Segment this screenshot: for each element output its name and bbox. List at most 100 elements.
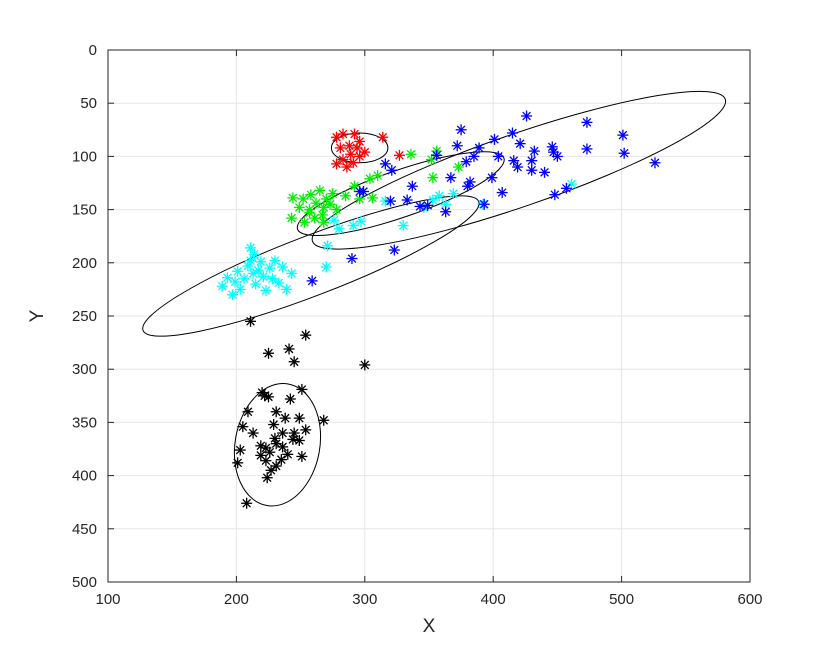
cluster-ellipse <box>233 383 322 507</box>
data-point <box>341 161 353 173</box>
data-point <box>270 460 282 472</box>
data-point <box>227 289 239 301</box>
data-point <box>337 128 349 140</box>
data-point <box>514 138 526 150</box>
data-point <box>492 150 504 162</box>
data-point <box>234 444 246 456</box>
data-point <box>245 315 257 327</box>
data-point <box>252 264 264 276</box>
data-point <box>293 412 305 424</box>
data-point <box>343 140 355 152</box>
data-point <box>508 155 520 167</box>
data-point <box>221 272 233 284</box>
y-tick-label: 350 <box>72 414 97 431</box>
data-point <box>427 194 439 206</box>
axis-ticks: 100 200 300 400 500 600 0 50 100 150 200 250 300 350 4… <box>72 42 763 608</box>
x-axis-label: X <box>423 616 436 637</box>
data-point <box>549 189 561 201</box>
data-point <box>284 393 296 405</box>
data-point <box>451 140 463 152</box>
data-point <box>401 194 413 206</box>
data-point <box>347 157 359 169</box>
data-point <box>551 150 563 162</box>
cluster-ellipse <box>142 195 480 337</box>
data-point <box>377 131 389 143</box>
data-point <box>229 276 241 288</box>
data-point <box>293 201 305 213</box>
series-group <box>216 178 578 301</box>
y-tick-label: 0 <box>89 42 97 59</box>
cluster-ellipse <box>330 132 389 164</box>
data-point <box>354 193 366 205</box>
data-point <box>512 161 524 173</box>
data-point <box>359 359 371 371</box>
data-point <box>300 424 312 436</box>
data-point <box>354 186 366 198</box>
data-point <box>245 255 257 267</box>
y-tick-label: 500 <box>72 574 97 591</box>
data-point <box>496 187 508 199</box>
x-tick-label: 400 <box>481 591 506 608</box>
y-tick-label: 450 <box>72 521 97 538</box>
data-point <box>331 158 343 170</box>
x-tick-label: 600 <box>737 591 762 608</box>
data-point <box>305 189 317 201</box>
grid <box>108 50 750 582</box>
data-point <box>280 283 292 295</box>
y-tick-label: 150 <box>72 202 97 219</box>
data-point <box>241 497 253 509</box>
data-point <box>237 421 249 433</box>
data-point <box>333 223 345 235</box>
data-point <box>560 182 572 194</box>
data-point <box>322 240 334 252</box>
data-point <box>263 391 274 403</box>
data-point <box>279 412 291 424</box>
data-point <box>286 212 298 224</box>
data-point <box>268 419 280 431</box>
data-point <box>340 190 352 202</box>
data-point <box>349 128 361 140</box>
data-point <box>238 273 250 285</box>
data-point <box>242 406 254 418</box>
data-point <box>617 129 629 141</box>
y-tick-label: 300 <box>72 361 97 378</box>
data-point <box>581 116 593 128</box>
y-tick-label: 50 <box>80 95 97 112</box>
series-group <box>232 315 371 509</box>
data-point <box>318 216 330 228</box>
data-point <box>277 261 289 273</box>
y-tick-label: 250 <box>72 308 97 325</box>
data-point <box>405 148 417 160</box>
data-point <box>273 277 285 289</box>
data-point <box>328 214 340 226</box>
data-point <box>264 446 276 458</box>
data-point <box>379 158 391 170</box>
series-group <box>331 128 405 173</box>
data-point <box>331 204 343 216</box>
data-point <box>298 216 310 228</box>
data-point <box>422 199 434 211</box>
data-point <box>318 201 330 213</box>
data-point <box>397 220 409 232</box>
data-point <box>453 161 465 173</box>
data-point <box>245 242 257 254</box>
data-point <box>618 147 630 159</box>
data-point <box>232 457 244 469</box>
y-tick-label: 100 <box>72 148 97 165</box>
data-point <box>455 124 467 136</box>
data-point <box>304 207 316 219</box>
data-point <box>216 280 228 292</box>
data-point <box>255 449 267 461</box>
data-point <box>539 166 551 178</box>
data-point <box>277 427 289 439</box>
data-point <box>269 432 281 444</box>
data-point <box>269 255 281 267</box>
data-point <box>460 156 472 168</box>
data-point <box>393 149 405 161</box>
data-point <box>277 441 289 453</box>
data-point <box>464 176 476 188</box>
data-point <box>506 127 518 139</box>
y-tick-label: 200 <box>72 255 97 272</box>
data-point <box>468 150 480 162</box>
